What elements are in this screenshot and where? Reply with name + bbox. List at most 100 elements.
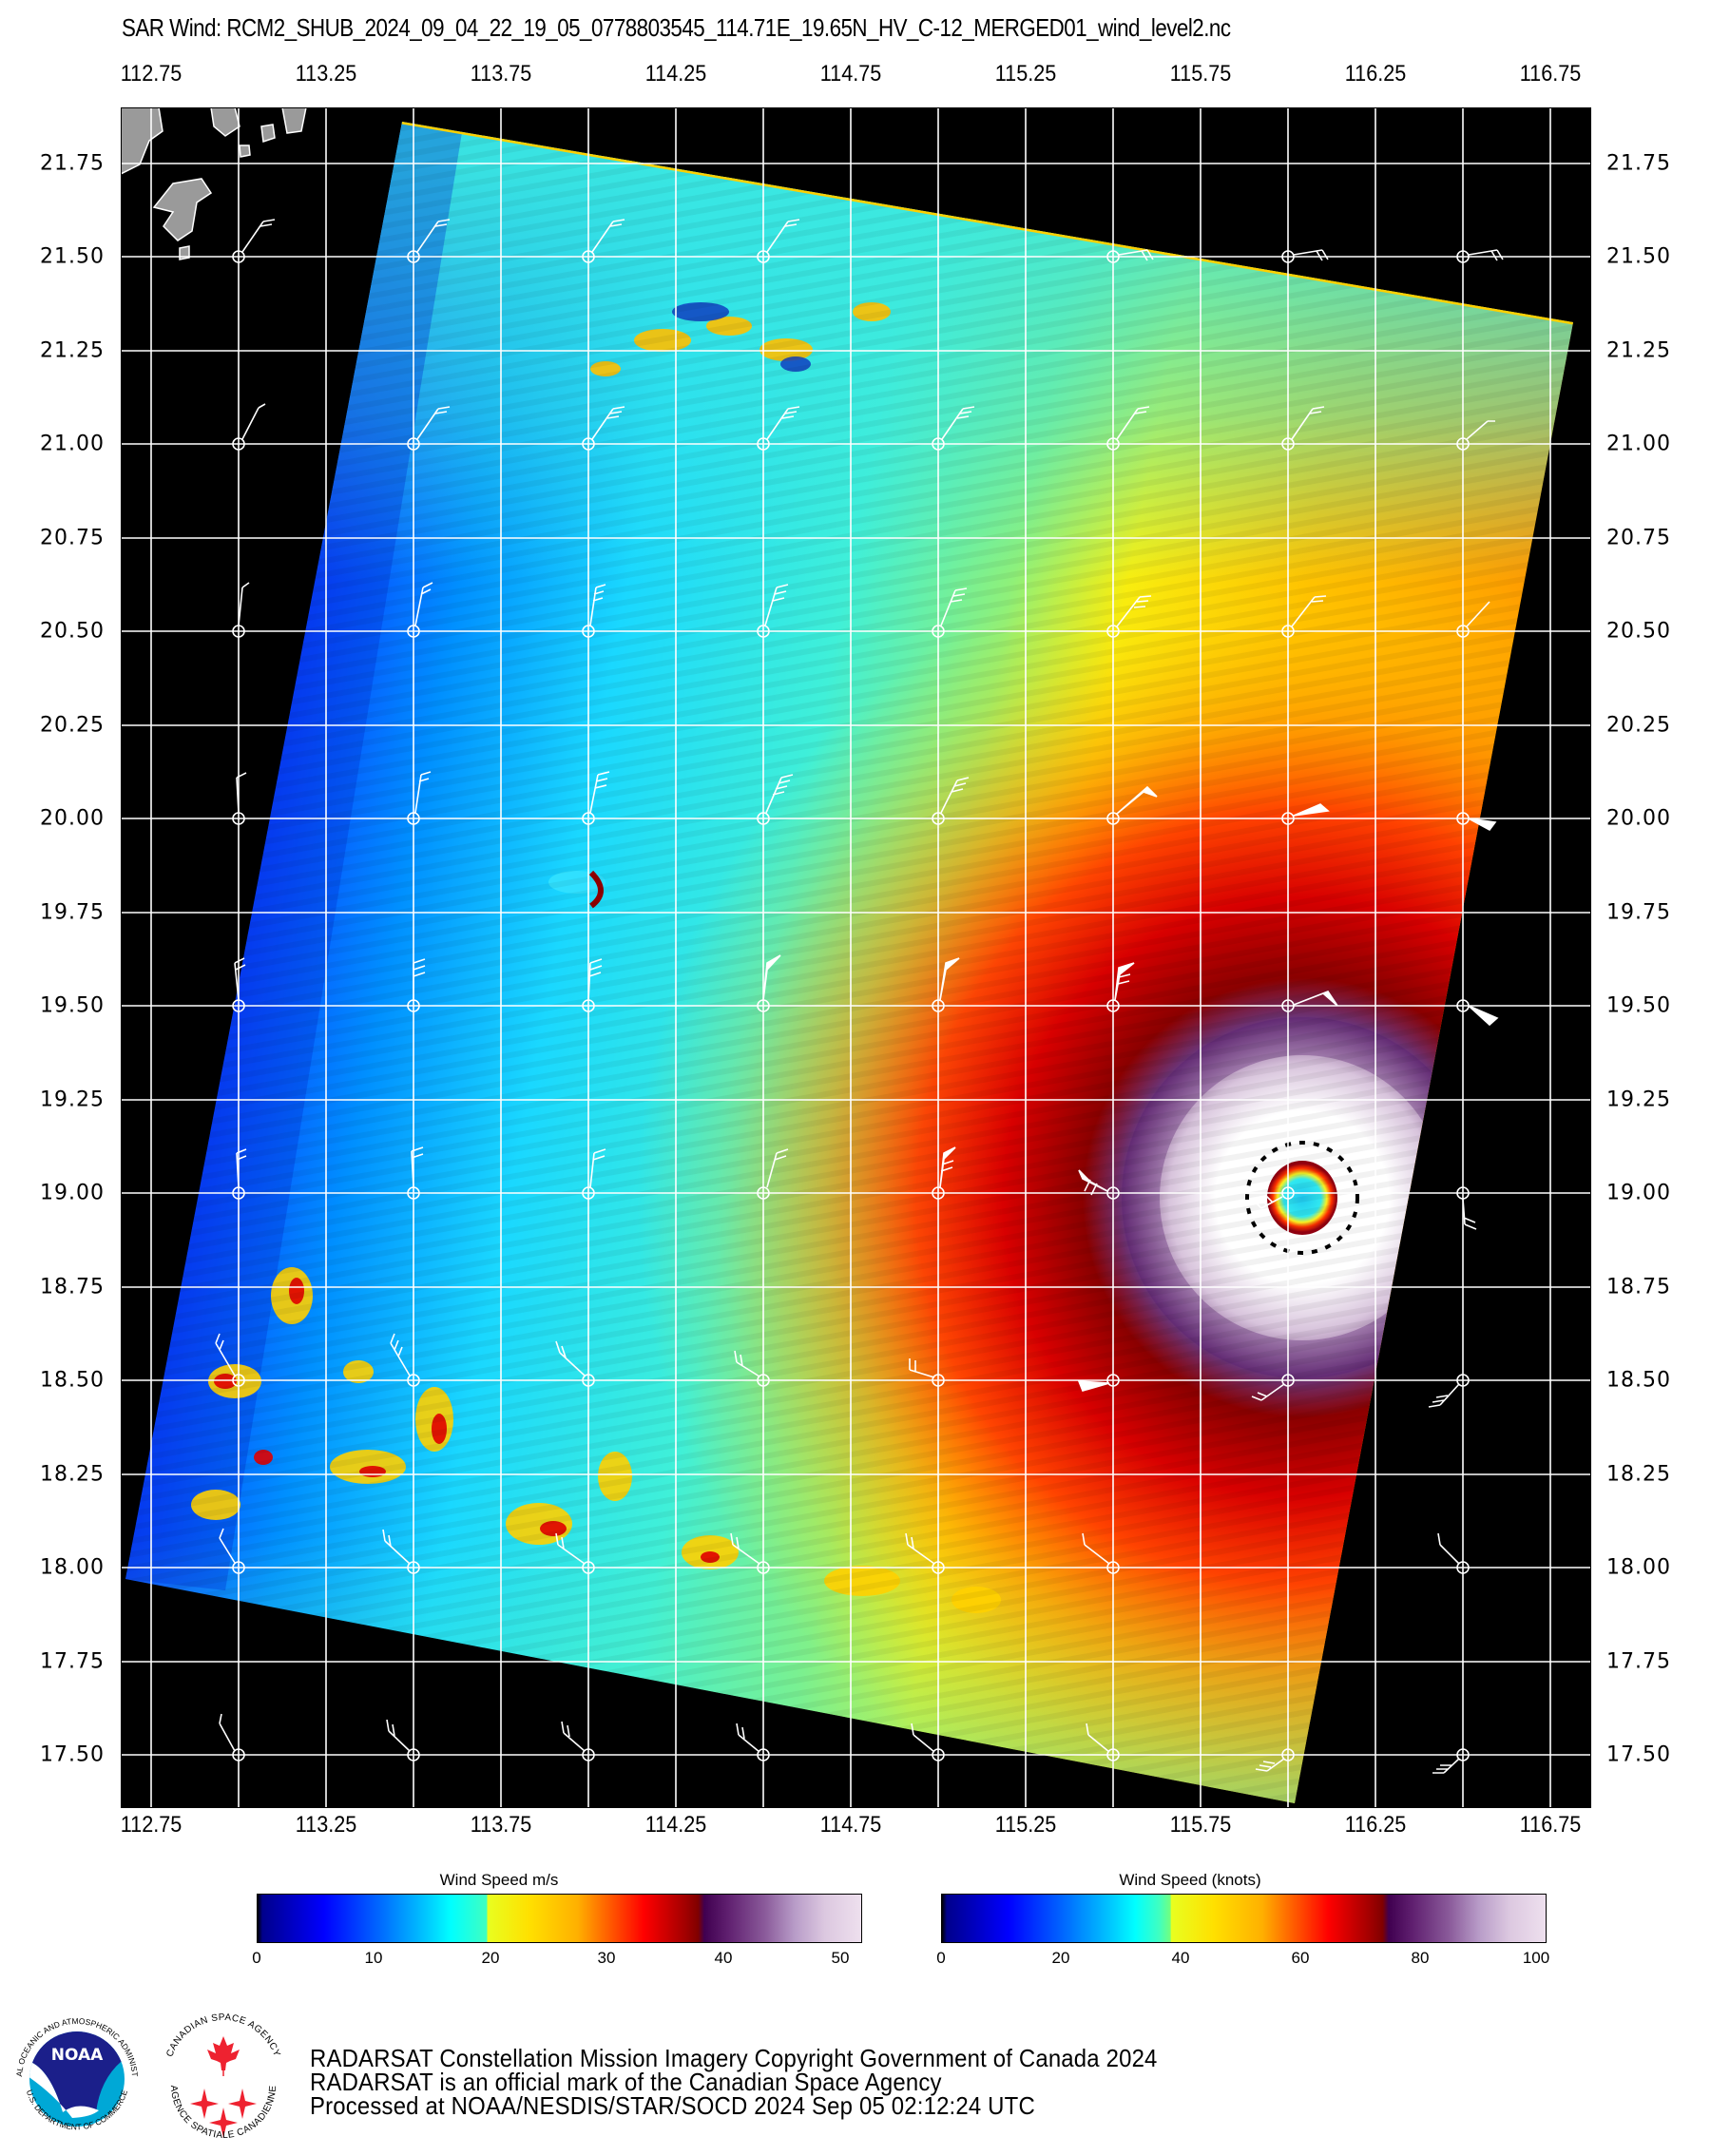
wind-barb-icon — [1255, 1748, 1295, 1772]
wind-barbs — [215, 219, 1504, 1774]
colorbar-knots-title: Wind Speed (knots) — [1119, 1871, 1261, 1889]
wind-barb-icon — [1281, 803, 1330, 825]
wind-barb-icon — [1281, 249, 1329, 263]
y-tick-label: 20.50 — [1606, 619, 1671, 644]
footer-trademark: RADARSAT is an official mark of the Cana… — [310, 2068, 942, 2096]
sar-wind-map — [121, 107, 1591, 1808]
y-tick-label: 20.00 — [40, 806, 105, 831]
y-tick-label: 18.25 — [40, 1462, 105, 1487]
footer-processed: Processed at NOAA/NESDIS/STAR/SOCD 2024 … — [310, 2091, 1035, 2120]
colorbar-knots-tick: 0 — [936, 1949, 946, 1967]
x-tick-label: 114.75 — [819, 61, 882, 87]
wind-barb-icon — [582, 1148, 606, 1200]
noaa-logo-text: NOAA — [51, 2046, 104, 2065]
maple-leaf-icon — [207, 2036, 240, 2070]
wind-barb-icon — [932, 1146, 956, 1200]
colorbar-knots-tick: 60 — [1291, 1949, 1310, 1967]
wind-barb-icon — [1456, 249, 1504, 263]
wind-barb-icon — [1456, 1186, 1477, 1230]
x-tick-label: 116.75 — [1519, 61, 1582, 87]
y-tick-label: 17.75 — [1606, 1649, 1671, 1674]
y-tick-label: 17.50 — [1606, 1742, 1671, 1767]
wind-barb-icon — [911, 1723, 945, 1761]
wind-barb-icon — [932, 406, 975, 451]
wind-barb-icon — [736, 1723, 770, 1761]
y-tick-label: 19.00 — [40, 1181, 105, 1205]
wind-barb-icon — [932, 957, 960, 1012]
wind-barb-icon — [757, 584, 789, 638]
x-tick-label: 113.75 — [470, 1812, 532, 1838]
y-tick-label: 20.75 — [1606, 526, 1671, 550]
x-tick-label: 115.25 — [994, 61, 1057, 87]
wind-barb-icon — [555, 1340, 595, 1387]
colorbar-knots-tick: 80 — [1411, 1949, 1430, 1967]
wind-barb-icon — [1456, 601, 1490, 638]
footer-copyright: RADARSAT Constellation Mission Imagery C… — [310, 2044, 1158, 2072]
wind-barb-icon — [555, 1532, 595, 1574]
colorbar-knots-bar — [941, 1894, 1547, 1943]
colorbar-ms-title: Wind Speed m/s — [439, 1871, 559, 1889]
colorbar-ms-tick: 20 — [481, 1949, 500, 1967]
colorbar-ms-tick: 50 — [831, 1949, 850, 1967]
y-tick-label: 20.75 — [40, 526, 105, 550]
y-tick-label: 19.75 — [40, 900, 105, 925]
wind-barb-icon — [757, 406, 800, 451]
x-tick-label: 116.25 — [1344, 61, 1407, 87]
x-tick-label: 112.75 — [120, 61, 183, 87]
colorbar-knots-tick: 40 — [1171, 1949, 1190, 1967]
wind-barb-icon — [1106, 595, 1152, 638]
wind-barb-icon — [1437, 1532, 1470, 1574]
wind-barb-icon — [232, 219, 276, 263]
y-tick-label: 18.00 — [40, 1555, 105, 1580]
x-tick-label: 116.75 — [1519, 1812, 1582, 1838]
y-tick-label: 21.00 — [1606, 432, 1671, 456]
y-tick-label: 19.75 — [1606, 900, 1671, 925]
wind-barb-icon — [1281, 991, 1338, 1012]
wind-barb-icon — [1086, 1723, 1120, 1761]
y-tick-label: 18.75 — [40, 1275, 105, 1299]
y-tick-label: 18.25 — [1606, 1462, 1671, 1487]
colorbar-ms-tick: 30 — [597, 1949, 616, 1967]
wind-barb-icon — [407, 582, 433, 638]
plot-title: SAR Wind: RCM2_SHUB_2024_09_04_22_19_05_… — [122, 13, 1231, 42]
wind-barb-icon — [390, 1333, 420, 1387]
y-tick-label: 19.25 — [40, 1088, 105, 1112]
wind-barb-icon — [407, 219, 451, 263]
y-tick-label: 17.75 — [40, 1649, 105, 1674]
y-tick-label: 17.50 — [40, 1742, 105, 1767]
wind-barb-icon — [407, 958, 426, 1012]
plot-frame — [121, 107, 1591, 1808]
y-tick-label: 19.00 — [1606, 1181, 1671, 1205]
sar-swath — [125, 122, 1573, 1803]
wind-barb-icon — [1456, 420, 1495, 451]
wind-barb-icon — [232, 403, 266, 451]
wind-barb-icon — [561, 1721, 595, 1761]
wind-barb-icon — [909, 1358, 945, 1387]
wind-barb-icon — [1281, 406, 1325, 451]
wind-barb-icon — [407, 1146, 424, 1200]
wind-barb-icon — [1078, 1169, 1120, 1200]
colorbar-ms-tick: 10 — [364, 1949, 383, 1967]
y-tick-label: 19.50 — [1606, 993, 1671, 1018]
graticule — [121, 107, 1591, 1808]
wind-barb-icon — [1106, 406, 1150, 451]
wind-barb-icon — [932, 587, 968, 638]
y-tick-label: 21.25 — [1606, 338, 1671, 363]
wind-barb-icon — [1082, 1532, 1120, 1574]
y-tick-label: 19.25 — [1606, 1088, 1671, 1112]
wind-barb-icon — [730, 1532, 770, 1574]
y-tick-label: 20.00 — [1606, 806, 1671, 831]
wind-barb-icon — [219, 1528, 245, 1574]
wind-barb-icon — [386, 1719, 420, 1761]
wind-barb-icon — [734, 1350, 770, 1387]
x-tick-label: 116.25 — [1344, 1812, 1407, 1838]
wind-barb-icon — [757, 774, 794, 825]
y-tick-label: 20.25 — [1606, 713, 1671, 738]
y-tick-label: 21.50 — [1606, 244, 1671, 269]
y-tick-label: 21.50 — [40, 244, 105, 269]
wind-barb-icon — [1253, 1186, 1295, 1209]
csa-logo: CANADIAN SPACE AGENCY AGENCE SPATIALE CA… — [155, 2011, 292, 2147]
y-tick-label: 19.50 — [40, 993, 105, 1018]
y-tick-label: 21.00 — [40, 432, 105, 456]
wind-barb-icon — [582, 958, 603, 1012]
